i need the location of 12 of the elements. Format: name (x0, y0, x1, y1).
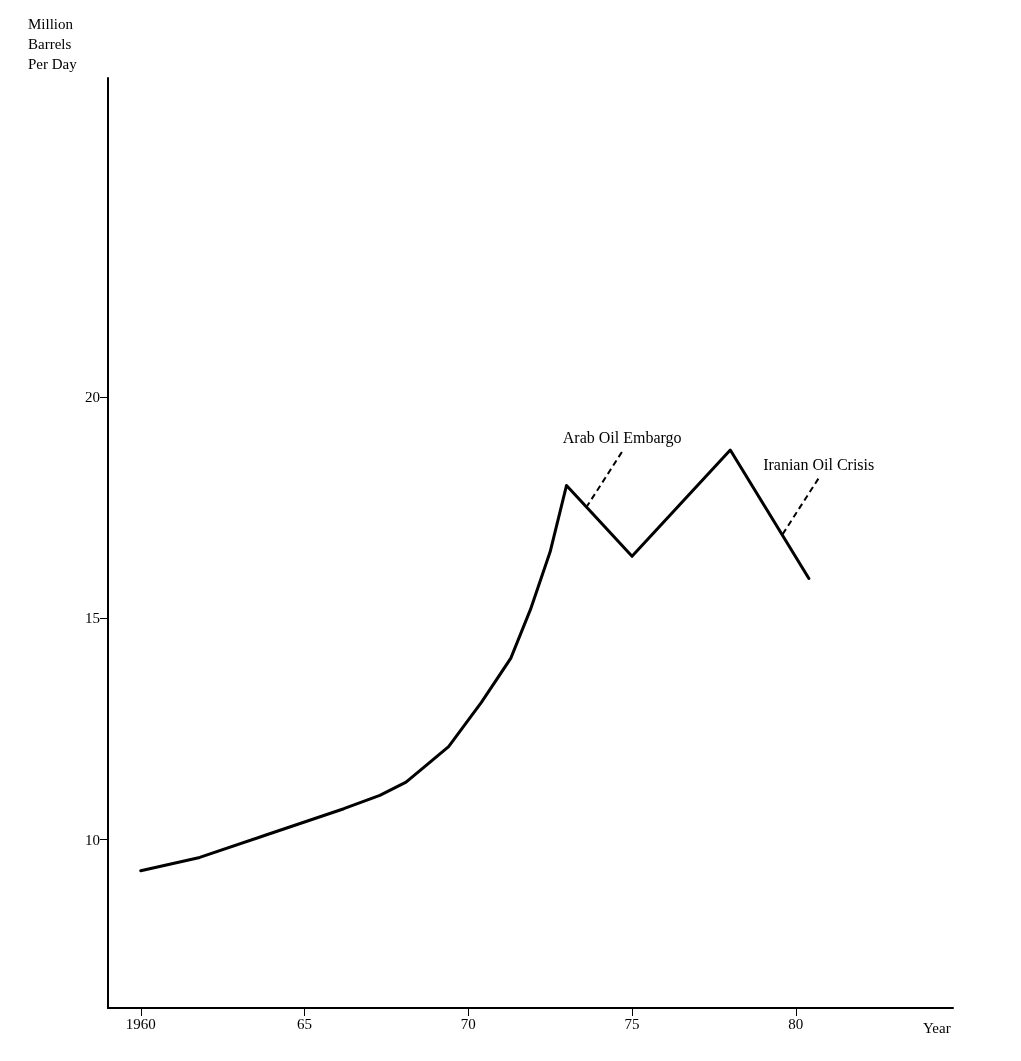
y-axis-title: Million Barrels Per Day (28, 16, 78, 72)
y-tick-label: 15 (85, 610, 100, 627)
x-tick-label: 1960 (125, 1015, 156, 1032)
y-tick-label: 10 (85, 831, 100, 848)
y-tick-label: 20 (85, 388, 100, 405)
x-axis-title: Year (923, 1019, 951, 1036)
x-tick-label: 70 (460, 1015, 476, 1032)
annotation: Arab Oil Embargo (562, 429, 682, 448)
x-tick-label: 75 (624, 1015, 640, 1032)
x-tick-label: 80 (788, 1015, 804, 1032)
x-tick-label: 65 (297, 1015, 313, 1032)
annotation: Iranian Oil Crisis (763, 455, 875, 473)
